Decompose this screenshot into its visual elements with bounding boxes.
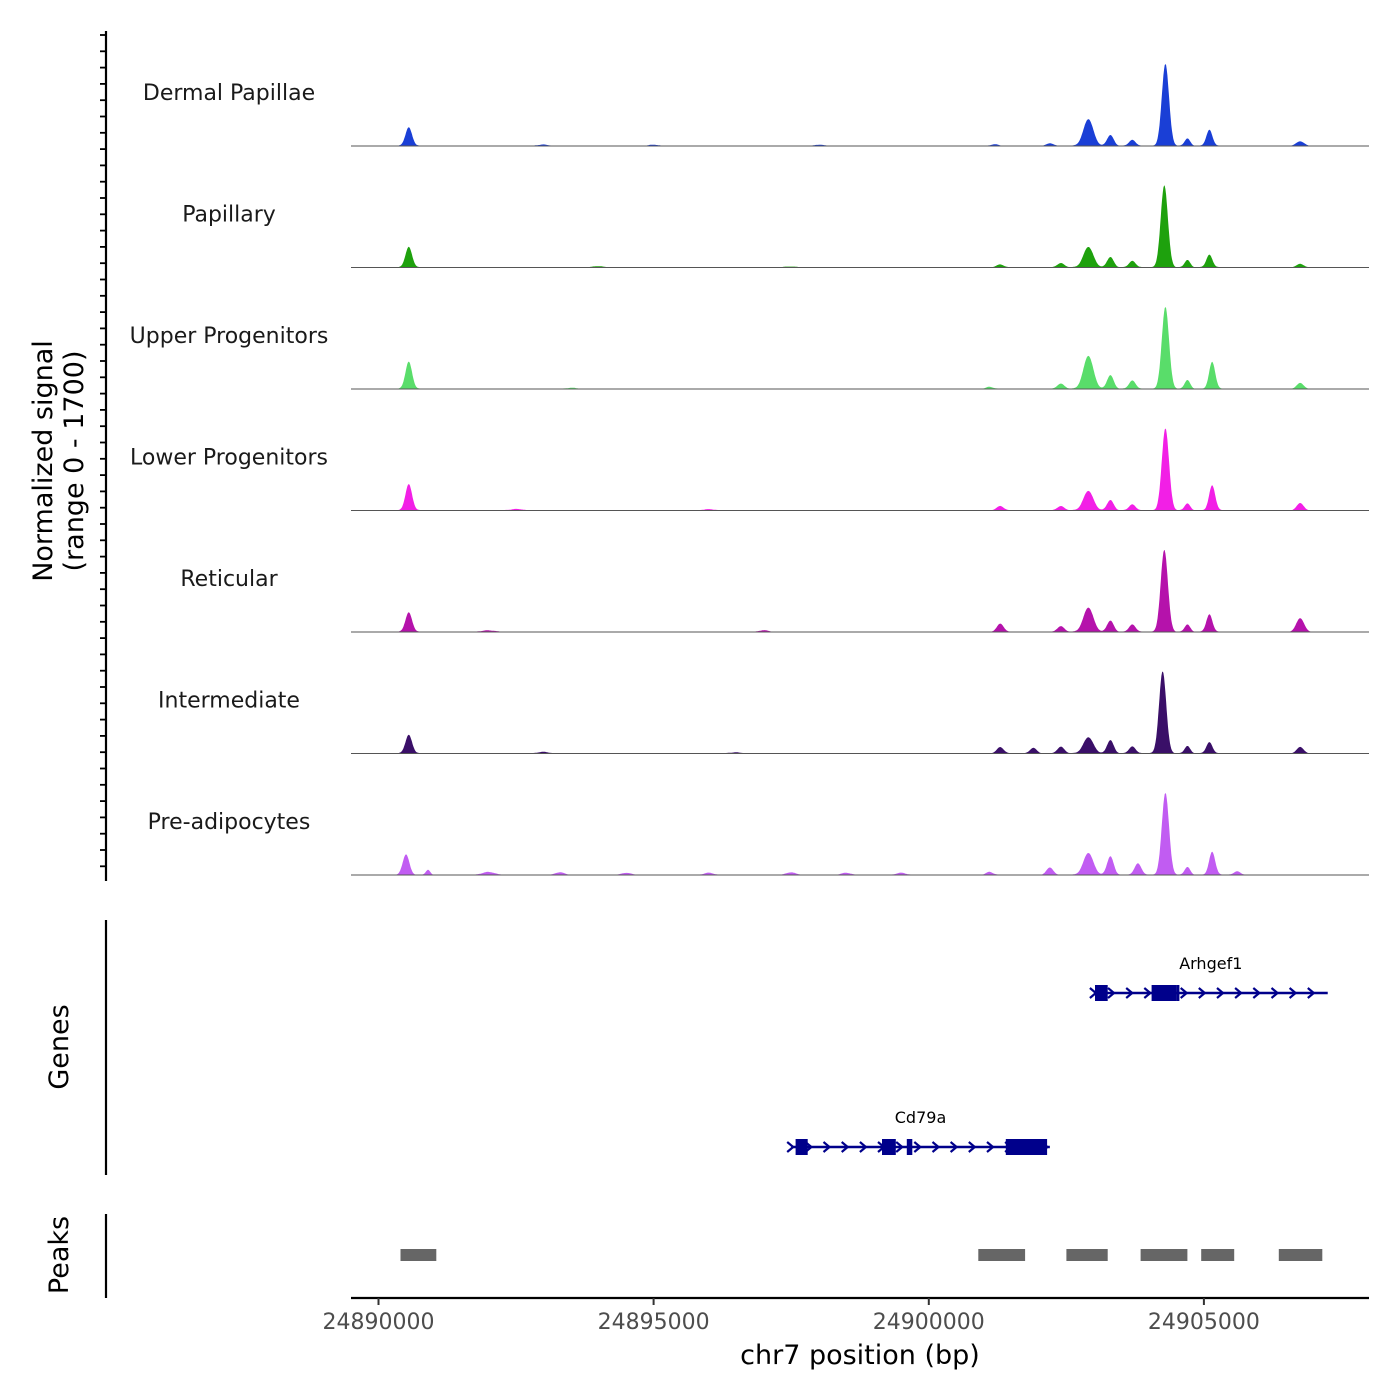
genes-panel-title: Genes xyxy=(44,1004,75,1089)
coverage-area xyxy=(351,307,1328,389)
gene-exon xyxy=(906,1139,913,1155)
peak-region xyxy=(1278,1249,1323,1261)
gene-strand-arrow xyxy=(968,1141,977,1153)
track-label: Papillary xyxy=(182,203,276,228)
coverage-area xyxy=(351,185,1328,268)
gene-exon xyxy=(1176,985,1180,1001)
gene-label: Cd79a xyxy=(895,1108,947,1127)
x-tick-label: 24905000 xyxy=(1148,1310,1260,1335)
coverage-area xyxy=(351,671,1328,754)
x-tick-label: 24895000 xyxy=(598,1310,710,1335)
peak-region xyxy=(1201,1249,1235,1261)
signal-y-ticks xyxy=(100,34,106,868)
peak-region xyxy=(978,1249,1026,1261)
gene-strand-arrow xyxy=(840,1141,850,1153)
gene-strand-arrow xyxy=(1234,987,1243,999)
signal-y-axis-subtitle: (range 0 - 1700) xyxy=(59,351,90,572)
gene-strand-arrow xyxy=(931,1141,941,1153)
gene-strand-arrow xyxy=(986,1141,995,1153)
track-label: Reticular xyxy=(180,567,278,592)
gene-exon xyxy=(882,1139,896,1155)
coverage-tracks: Dermal Papillae Papillary Upper Progenitor… xyxy=(130,64,1369,876)
peak-region xyxy=(1140,1249,1188,1261)
gene-strand-arrow xyxy=(1125,987,1134,999)
peak-regions xyxy=(400,1249,1323,1261)
coverage-area xyxy=(351,428,1328,511)
coverage-area xyxy=(351,550,1328,632)
x-tick-label: 24900000 xyxy=(873,1310,985,1335)
x-tick-label: 24890000 xyxy=(323,1310,435,1335)
gene-strand-arrow xyxy=(1288,987,1298,999)
track-label: Upper Progenitors xyxy=(130,324,329,349)
x-axis-title: chr7 position (bp) xyxy=(740,1340,980,1371)
gene-strand-arrow xyxy=(1307,987,1316,999)
gene-strand-arrow xyxy=(1198,987,1207,999)
signal-y-axis-title: Normalized signal xyxy=(28,340,59,582)
track-label: Dermal Papillae xyxy=(143,81,315,106)
gene-exon xyxy=(1005,1139,1048,1155)
track-label: Lower Progenitors xyxy=(130,446,328,471)
gene-strand-arrow xyxy=(859,1141,868,1153)
gene-strand-arrow xyxy=(949,1141,959,1153)
track-label: Intermediate xyxy=(158,689,300,714)
gene-strand-arrow xyxy=(1143,987,1153,999)
gene-strand-arrow xyxy=(1252,987,1262,999)
gene-strand-arrow xyxy=(1107,987,1116,999)
peak-region xyxy=(400,1249,437,1261)
gene-strand-arrow xyxy=(1216,987,1225,999)
gene-strand-arrow xyxy=(913,1141,923,1153)
gene-strand-arrow xyxy=(1270,987,1280,999)
gene-annotations: Arhgef1 Cd79a xyxy=(786,954,1328,1155)
peak-region xyxy=(1066,1249,1108,1261)
gene-exon xyxy=(795,1139,808,1155)
peaks-panel-title: Peaks xyxy=(44,1216,75,1294)
gene-strand-arrow xyxy=(1179,987,1189,999)
x-axis-ticks: 24890000 24895000 24900000 24905000 xyxy=(323,1298,1260,1335)
gene-strand-arrow xyxy=(786,1141,795,1153)
gene-label: Arhgef1 xyxy=(1179,954,1242,973)
track-label: Pre-adipocytes xyxy=(148,810,311,835)
gene-exon xyxy=(1151,985,1177,1001)
gene-strand-arrow xyxy=(895,1141,904,1153)
coverage-area xyxy=(351,64,1328,146)
gene-exon xyxy=(1095,985,1108,1001)
coverage-area xyxy=(351,793,1328,875)
gene-strand-arrow xyxy=(822,1141,832,1153)
